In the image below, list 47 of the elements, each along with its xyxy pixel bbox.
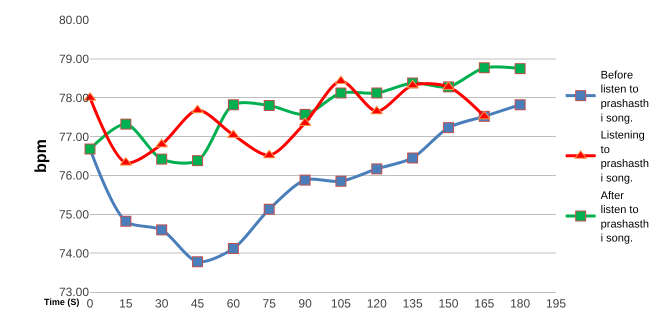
y-tick-label: 77.00 [58,130,90,144]
legend-label: After listen to prashasthi song. [600,190,649,245]
x-tick-label: 165 [474,296,495,310]
x-tick-label: 180 [510,296,530,310]
y-tick-label: 75.00 [58,207,90,222]
point [300,174,311,186]
y-tick-label: 80.00 [58,13,90,28]
x-tick-label: 135 [402,296,423,310]
point [192,256,204,268]
x-tick-label: 0 [86,296,94,310]
y-tick-label: 74.00 [58,246,90,260]
y-axis-title: bpm [32,139,50,173]
x-tick-label: 15 [119,296,133,310]
x-tick-label: 90 [298,296,312,310]
x-tick-label: 105 [330,296,352,310]
point [407,152,418,164]
point [156,154,168,165]
point [335,88,346,99]
point [264,100,275,111]
x-tick-label: 45 [190,296,205,310]
legend-label: Before listen to prashasthi song. [600,69,649,124]
x-tick-label: 60 [226,296,240,310]
point [478,62,490,74]
y-tick-label: 73.00 [58,285,90,300]
point [192,155,204,166]
point [120,216,132,227]
y-tick-label: 76.00 [58,168,90,183]
y-tick-label: 79.00 [58,52,90,66]
x-tick-label: 195 [546,296,566,310]
point [371,163,382,174]
x-tick-label: 150 [438,296,459,310]
point [228,242,239,254]
point [335,176,346,187]
point [228,99,239,110]
x-tick-label: 30 [155,296,169,310]
point [120,118,132,130]
y-tick-label: 78.00 [58,90,90,105]
x-tick-label: 75 [262,296,276,310]
point [371,88,382,99]
point [514,63,526,74]
point [514,99,526,110]
legend-label: Listening to prashasthi song. [600,130,649,185]
x-tick-label: 120 [366,296,388,310]
point [156,224,168,236]
x-axis-title: Time (S) [44,297,80,307]
point [264,204,275,215]
point [442,122,454,134]
